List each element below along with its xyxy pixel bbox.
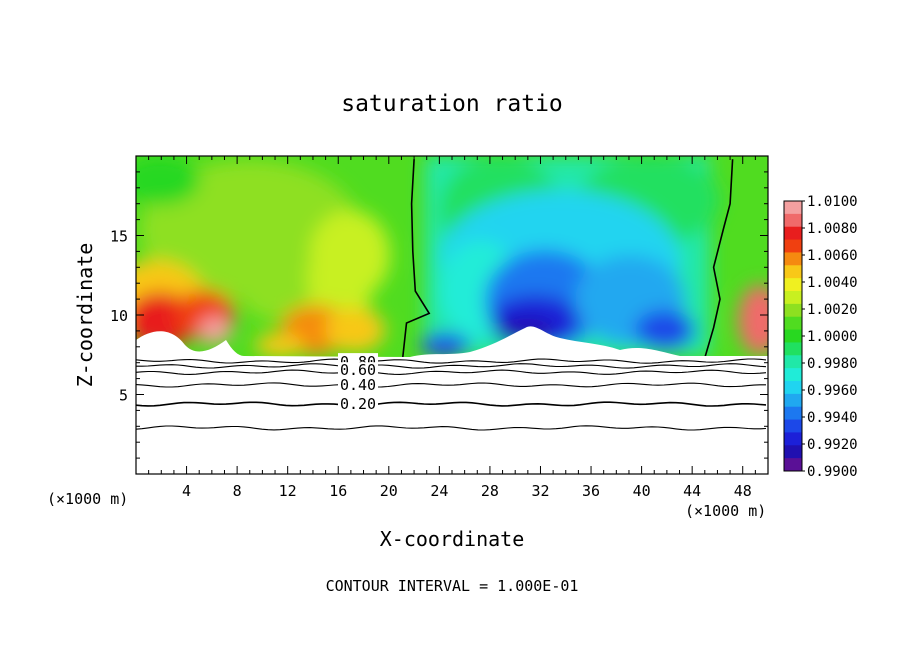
saturation-contour-right — [704, 159, 734, 358]
contour-line — [136, 425, 767, 431]
y-axis-label: Z-coordinate — [73, 243, 97, 388]
contour-labels: 1.000.800.600.400.20 — [338, 352, 378, 413]
colorbar-swatch — [784, 265, 802, 279]
colorbar-swatch — [784, 213, 802, 228]
chart-title: saturation ratio — [341, 91, 563, 117]
colorbar-swatch — [784, 458, 802, 472]
x-tick-label: 48 — [734, 482, 752, 500]
y-tick-label: 15 — [110, 228, 128, 246]
subsaturated-terrain — [136, 326, 768, 358]
colorbar-swatch — [784, 278, 802, 292]
colorbar-swatch — [784, 201, 802, 215]
colorbar-label: 1.0100 — [807, 194, 858, 210]
colorbar-label: 0.9900 — [807, 464, 858, 480]
colorbar-swatch — [784, 316, 802, 331]
x-tick-label: 4 — [182, 482, 191, 500]
colorbar-label: 1.0080 — [807, 221, 858, 237]
x-tick-label: 44 — [683, 482, 701, 500]
x-unit-left: (×1000 m) — [47, 490, 128, 508]
colorbar-label: 0.9920 — [807, 437, 858, 453]
colorbar-swatch — [784, 303, 802, 318]
colorbar-swatch — [784, 329, 802, 343]
x-tick-label: 32 — [531, 482, 549, 500]
colorbar-label: 0.9980 — [807, 356, 858, 372]
saturation-contour-left — [401, 159, 431, 358]
colorbar-swatch — [784, 252, 802, 266]
colorbar: 1.0100 1.0080 1.0060 1.0040 1.0020 1.0000 0.99… — [783, 194, 858, 480]
colorbar-label: 0.9960 — [807, 383, 858, 399]
contour-line — [136, 382, 766, 388]
x-axis-label: X-coordinate — [380, 527, 525, 551]
contour-lines — [136, 358, 767, 431]
colorbar-swatch — [784, 406, 802, 421]
y-tick-label: 5 — [119, 387, 128, 405]
y-axis-ticks: 5 10 15 — [110, 171, 768, 459]
colorbar-label: 1.0040 — [807, 275, 858, 291]
colorbar-swatch — [784, 445, 802, 459]
colorbar-swatch — [784, 432, 802, 446]
contour-line — [136, 363, 767, 369]
colorbar-swatch — [784, 368, 802, 382]
colorbar-swatch — [784, 419, 802, 433]
contour-line — [136, 358, 767, 364]
colorbar-swatch — [784, 226, 802, 241]
contour-label-bg — [338, 376, 378, 391]
colorbar-label: 0.9940 — [807, 410, 858, 426]
contour-label: 0.20 — [340, 395, 376, 413]
x-tick-label: 36 — [582, 482, 600, 500]
contour-label-bg — [338, 396, 378, 411]
x-axis-ticks: 4 8 12 16 20 24 28 32 36 40 44 48 — [148, 156, 756, 500]
colorbar-swatch — [784, 355, 802, 369]
colorbar-label: 1.0060 — [807, 248, 858, 264]
contour-line — [136, 401, 767, 407]
x-tick-label: 12 — [279, 482, 297, 500]
contour-line — [136, 369, 767, 375]
colorbar-swatch — [784, 381, 802, 395]
x-tick-label: 28 — [481, 482, 499, 500]
colorbar-label: 1.0020 — [807, 302, 858, 318]
x-tick-label: 40 — [633, 482, 651, 500]
x-unit-right: (×1000 m) — [685, 502, 766, 520]
contour-label: 0.40 — [340, 376, 376, 394]
colorbar-label: 1.0000 — [807, 329, 858, 345]
x-tick-label: 16 — [329, 482, 347, 500]
colorbar-swatch — [784, 393, 802, 408]
heatmap-field — [136, 156, 768, 358]
contour-interval-footer: CONTOUR INTERVAL = 1.000E-01 — [326, 577, 579, 595]
x-tick-label: 24 — [430, 482, 448, 500]
y-tick-label: 10 — [110, 307, 128, 325]
colorbar-swatch — [784, 291, 802, 305]
contour-label: 0.60 — [340, 361, 376, 379]
x-tick-label: 20 — [380, 482, 398, 500]
contour-label-bg — [338, 362, 378, 377]
x-tick-label: 8 — [233, 482, 242, 500]
colorbar-swatch — [784, 342, 802, 356]
colorbar-swatch — [784, 239, 802, 253]
